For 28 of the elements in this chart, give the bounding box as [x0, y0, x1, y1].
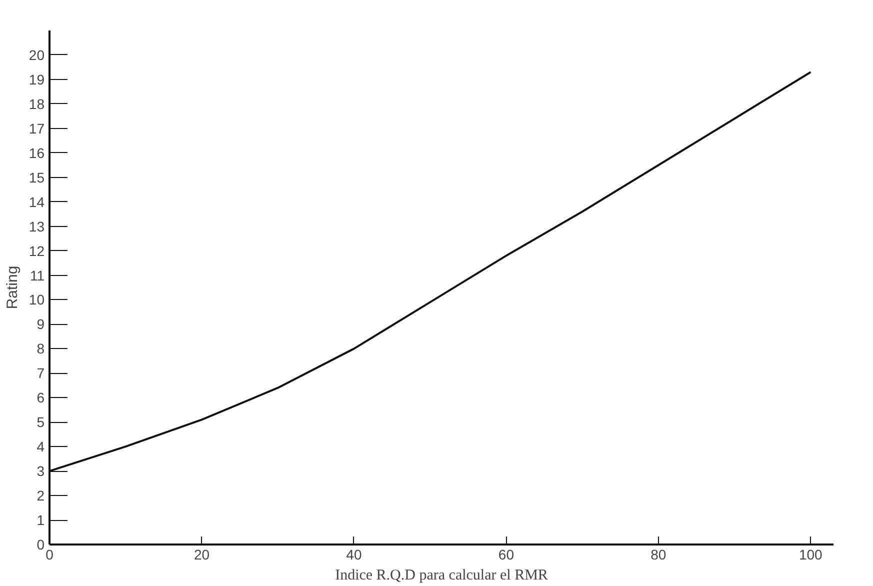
x-axis-title: Indice R.Q.D para calcular el RMR — [335, 568, 548, 584]
y-tick-label: 8 — [36, 340, 45, 357]
y-tick-label: 15 — [28, 169, 45, 186]
y-tick-label: 16 — [28, 144, 45, 161]
y-tick-label: 9 — [36, 316, 45, 332]
y-tick-label: 14 — [28, 194, 45, 210]
x-tick-label: 100 — [798, 546, 823, 562]
y-axis-title: Rating — [4, 266, 21, 310]
y-tick-label: 20 — [28, 46, 45, 63]
y-tick-label: 6 — [36, 390, 45, 406]
y-tick-label: 19 — [28, 71, 45, 88]
y-tick-label: 10 — [28, 292, 45, 308]
y-tick-label: 11 — [30, 267, 45, 284]
y-tick-label: 12 — [28, 242, 45, 259]
y-tick-label: 1 — [36, 512, 45, 528]
y-tick-label: 4 — [36, 438, 45, 455]
y-tick-label: 0 — [36, 536, 45, 552]
y-tick-label: 5 — [36, 414, 45, 430]
y-tick-label: 13 — [28, 218, 45, 234]
x-tick-label: 60 — [498, 546, 514, 562]
x-tick-label: 20 — [194, 546, 210, 562]
y-tick-label: 7 — [36, 365, 45, 382]
x-tick-label: 40 — [346, 546, 362, 562]
x-tick-label: 80 — [650, 546, 666, 562]
y-tick-label: 18 — [28, 96, 45, 112]
y-tick-label: 17 — [28, 120, 45, 136]
y-tick-label: 3 — [36, 463, 45, 480]
y-tick-label: 2 — [36, 488, 45, 504]
